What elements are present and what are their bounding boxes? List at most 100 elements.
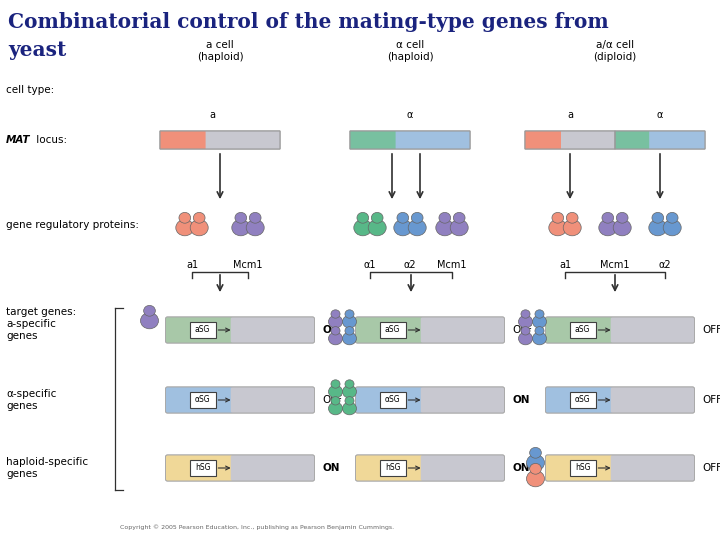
Text: ON: ON xyxy=(323,325,340,335)
Bar xyxy=(570,322,595,338)
Bar xyxy=(189,322,215,338)
Text: αSG: αSG xyxy=(384,395,400,404)
Ellipse shape xyxy=(354,220,372,236)
Ellipse shape xyxy=(372,212,383,223)
Text: a cell
(haploid): a cell (haploid) xyxy=(197,39,243,62)
Bar xyxy=(420,457,426,479)
Bar xyxy=(379,460,405,476)
Ellipse shape xyxy=(521,310,530,318)
FancyBboxPatch shape xyxy=(160,131,215,149)
Bar xyxy=(570,460,595,476)
Text: a: a xyxy=(209,110,215,120)
Text: α2: α2 xyxy=(404,260,416,270)
Text: a1: a1 xyxy=(186,260,198,270)
FancyBboxPatch shape xyxy=(356,455,425,481)
Ellipse shape xyxy=(331,396,340,405)
FancyBboxPatch shape xyxy=(546,455,615,481)
Ellipse shape xyxy=(328,402,343,415)
Bar xyxy=(230,389,235,411)
Ellipse shape xyxy=(328,386,343,398)
Text: αSG: αSG xyxy=(575,395,590,404)
FancyBboxPatch shape xyxy=(160,131,280,149)
Bar xyxy=(379,392,405,408)
FancyBboxPatch shape xyxy=(230,317,315,343)
Ellipse shape xyxy=(343,386,356,398)
Ellipse shape xyxy=(518,315,533,328)
FancyBboxPatch shape xyxy=(166,317,235,343)
Bar xyxy=(189,460,215,476)
FancyBboxPatch shape xyxy=(166,317,315,343)
Ellipse shape xyxy=(533,315,546,328)
FancyBboxPatch shape xyxy=(166,455,235,481)
Bar xyxy=(230,457,235,479)
Ellipse shape xyxy=(663,220,681,236)
Text: α2: α2 xyxy=(659,260,671,270)
Text: α cell
(haploid): α cell (haploid) xyxy=(387,39,433,62)
Text: OFF: OFF xyxy=(703,325,720,335)
FancyBboxPatch shape xyxy=(356,455,505,481)
FancyBboxPatch shape xyxy=(546,455,695,481)
Bar xyxy=(610,457,616,479)
Ellipse shape xyxy=(331,327,340,335)
Ellipse shape xyxy=(144,306,156,316)
FancyBboxPatch shape xyxy=(546,317,695,343)
Ellipse shape xyxy=(613,220,631,236)
Ellipse shape xyxy=(602,212,613,223)
FancyBboxPatch shape xyxy=(230,387,315,413)
Ellipse shape xyxy=(436,220,454,236)
FancyBboxPatch shape xyxy=(615,131,705,149)
Ellipse shape xyxy=(450,220,468,236)
Ellipse shape xyxy=(232,220,250,236)
Ellipse shape xyxy=(518,332,533,345)
FancyBboxPatch shape xyxy=(420,317,505,343)
Ellipse shape xyxy=(368,220,386,236)
FancyBboxPatch shape xyxy=(230,455,315,481)
FancyBboxPatch shape xyxy=(356,387,505,413)
Bar xyxy=(189,392,215,408)
Ellipse shape xyxy=(439,212,451,223)
FancyBboxPatch shape xyxy=(525,131,570,149)
Ellipse shape xyxy=(397,212,409,223)
Text: Mcm1: Mcm1 xyxy=(437,260,467,270)
Ellipse shape xyxy=(343,315,356,328)
FancyBboxPatch shape xyxy=(611,455,695,481)
FancyBboxPatch shape xyxy=(615,131,658,149)
Text: Mcm1: Mcm1 xyxy=(600,260,630,270)
FancyBboxPatch shape xyxy=(356,317,505,343)
Text: hSG: hSG xyxy=(194,463,210,472)
Text: cell type:: cell type: xyxy=(6,85,54,95)
Ellipse shape xyxy=(649,220,667,236)
FancyBboxPatch shape xyxy=(356,317,425,343)
Bar xyxy=(420,389,426,411)
Bar xyxy=(420,319,426,341)
Text: OFF: OFF xyxy=(703,395,720,405)
FancyBboxPatch shape xyxy=(206,131,280,149)
Bar xyxy=(570,392,595,408)
FancyBboxPatch shape xyxy=(611,317,695,343)
Ellipse shape xyxy=(599,220,617,236)
FancyBboxPatch shape xyxy=(420,455,505,481)
FancyBboxPatch shape xyxy=(166,387,235,413)
Ellipse shape xyxy=(246,220,264,236)
FancyBboxPatch shape xyxy=(166,387,315,413)
Ellipse shape xyxy=(394,220,412,236)
Ellipse shape xyxy=(526,455,544,471)
Ellipse shape xyxy=(563,220,581,236)
Ellipse shape xyxy=(567,212,578,223)
FancyBboxPatch shape xyxy=(561,131,615,149)
Ellipse shape xyxy=(454,212,465,223)
FancyBboxPatch shape xyxy=(166,455,315,481)
Ellipse shape xyxy=(530,448,541,458)
Ellipse shape xyxy=(549,220,567,236)
Text: ON: ON xyxy=(513,395,530,405)
Ellipse shape xyxy=(331,310,340,318)
Text: α-specific
genes: α-specific genes xyxy=(6,389,56,411)
Ellipse shape xyxy=(328,332,343,345)
Ellipse shape xyxy=(345,327,354,335)
Text: hSG: hSG xyxy=(384,463,400,472)
Text: Mcm1: Mcm1 xyxy=(233,260,263,270)
FancyBboxPatch shape xyxy=(611,387,695,413)
Text: aSG: aSG xyxy=(575,326,590,334)
Text: α: α xyxy=(657,110,663,120)
Ellipse shape xyxy=(345,396,354,405)
